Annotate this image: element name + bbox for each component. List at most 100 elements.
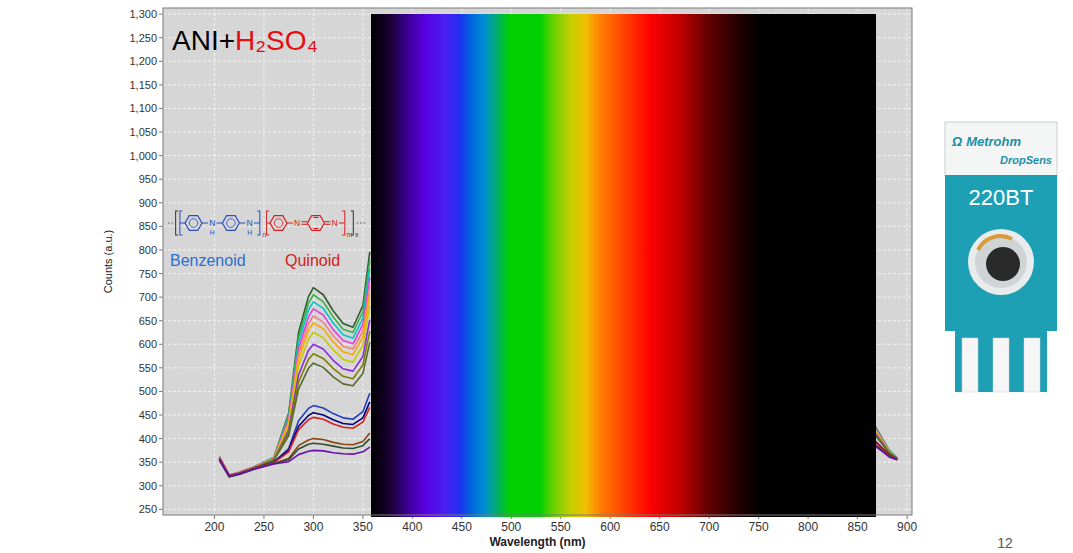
repeat-index: x <box>355 231 359 238</box>
bracket <box>351 211 354 235</box>
bond <box>339 222 344 223</box>
tick-mark <box>159 320 163 321</box>
chain-end <box>357 223 366 224</box>
tick-label: 1,250 <box>129 32 157 44</box>
tick-label: 850 <box>139 220 157 232</box>
spectrum-image <box>371 14 876 517</box>
x-axis-title: Wavelength (nm) <box>489 535 585 549</box>
brand-logo: Ω <box>951 134 962 149</box>
bracket <box>267 211 270 235</box>
tick-label: 650 <box>139 315 157 327</box>
tick-mark <box>159 132 163 133</box>
ring <box>222 216 239 231</box>
brand-name: Metrohm <box>966 134 1021 149</box>
tick-label: 300 <box>303 520 323 534</box>
bond <box>301 224 307 225</box>
chain-end <box>168 223 175 224</box>
tick-mark <box>159 226 163 227</box>
atom-label: H <box>247 229 252 236</box>
tick-label: 550 <box>139 362 157 374</box>
tick-mark <box>313 515 314 519</box>
tick-label: 200 <box>204 520 224 534</box>
tick-label: 500 <box>139 385 157 397</box>
electrode-label-area <box>945 122 1057 176</box>
tick-mark <box>362 515 363 519</box>
repeat-index: n <box>262 231 266 238</box>
tick-label: 950 <box>139 173 157 185</box>
tick-mark <box>159 108 163 109</box>
tick-mark <box>159 297 163 298</box>
ring <box>307 216 324 231</box>
double-bond <box>313 217 318 218</box>
tick-mark <box>214 515 215 519</box>
tick-mark <box>159 37 163 38</box>
electrode: ΩMetrohmDropSens220BT <box>945 122 1057 392</box>
chart: 2503003504004505005506006507007508008509… <box>0 0 1073 553</box>
tick-mark <box>159 509 163 510</box>
tick-label: 1,050 <box>129 126 157 138</box>
annotation: Quinoid <box>285 252 340 269</box>
tick-label: 600 <box>139 338 157 350</box>
tick-label: 1,100 <box>129 102 157 114</box>
bracket <box>176 211 179 235</box>
electrode-body <box>945 175 1057 331</box>
bracket <box>257 211 260 235</box>
tick-label: 1,150 <box>129 79 157 91</box>
bond <box>301 221 307 222</box>
y-axis-title: Counts (a.u.) <box>102 230 114 294</box>
atom-label: N <box>209 218 215 228</box>
double-bond <box>313 228 318 229</box>
electrode-contact <box>1024 338 1040 392</box>
aromatic-ring <box>189 219 198 228</box>
grid-line <box>263 8 264 515</box>
grid-line <box>362 8 363 515</box>
bond <box>287 222 293 223</box>
tick-mark <box>159 415 163 416</box>
model-text: 220BT <box>969 185 1034 210</box>
ring <box>270 216 287 231</box>
bond <box>254 222 260 223</box>
atom-label: N <box>247 218 253 228</box>
tick-mark <box>159 485 163 486</box>
plot-frame <box>163 8 912 515</box>
bond <box>180 222 185 223</box>
atom-label: H <box>210 229 215 236</box>
tick-mark <box>159 14 163 15</box>
tick-label: 800 <box>139 244 157 256</box>
tick-mark <box>159 179 163 180</box>
tick-label: 1,300 <box>129 8 157 20</box>
electrode-contact <box>962 338 978 392</box>
electrode-ring <box>975 236 1027 288</box>
bond <box>324 224 330 225</box>
tick-label: 1,200 <box>129 55 157 67</box>
brand-text: Ω Metrohm <box>951 134 1021 149</box>
tick-mark <box>159 202 163 203</box>
tick-label: 700 <box>699 520 719 534</box>
title: ANI+H₂SO₄ <box>172 25 318 56</box>
tick-label: 850 <box>848 520 868 534</box>
bracket <box>342 211 345 235</box>
tick-mark <box>159 438 163 439</box>
ring <box>185 216 202 231</box>
electrode-contact <box>993 338 1009 392</box>
tick-label: 350 <box>139 456 157 468</box>
tick-mark <box>159 249 163 250</box>
tick-mark <box>263 515 264 519</box>
bond <box>239 222 245 223</box>
tick-label: 250 <box>139 503 157 515</box>
bond <box>202 222 208 223</box>
bond <box>216 222 222 223</box>
aromatic-ring <box>227 219 236 228</box>
tick-mark <box>907 515 908 519</box>
tick-label: 600 <box>600 520 620 534</box>
tick-label: 650 <box>650 520 670 534</box>
tick-mark <box>159 155 163 156</box>
tick-label: 900 <box>897 520 917 534</box>
tick-mark <box>159 344 163 345</box>
tick-label: 1,000 <box>129 150 157 162</box>
structure: NHNHnNNmx <box>168 211 365 238</box>
title-part: ANI+ <box>172 25 235 56</box>
tick-mark <box>159 84 163 85</box>
bond <box>324 221 330 222</box>
title-part: H₂SO₄ <box>235 25 318 56</box>
